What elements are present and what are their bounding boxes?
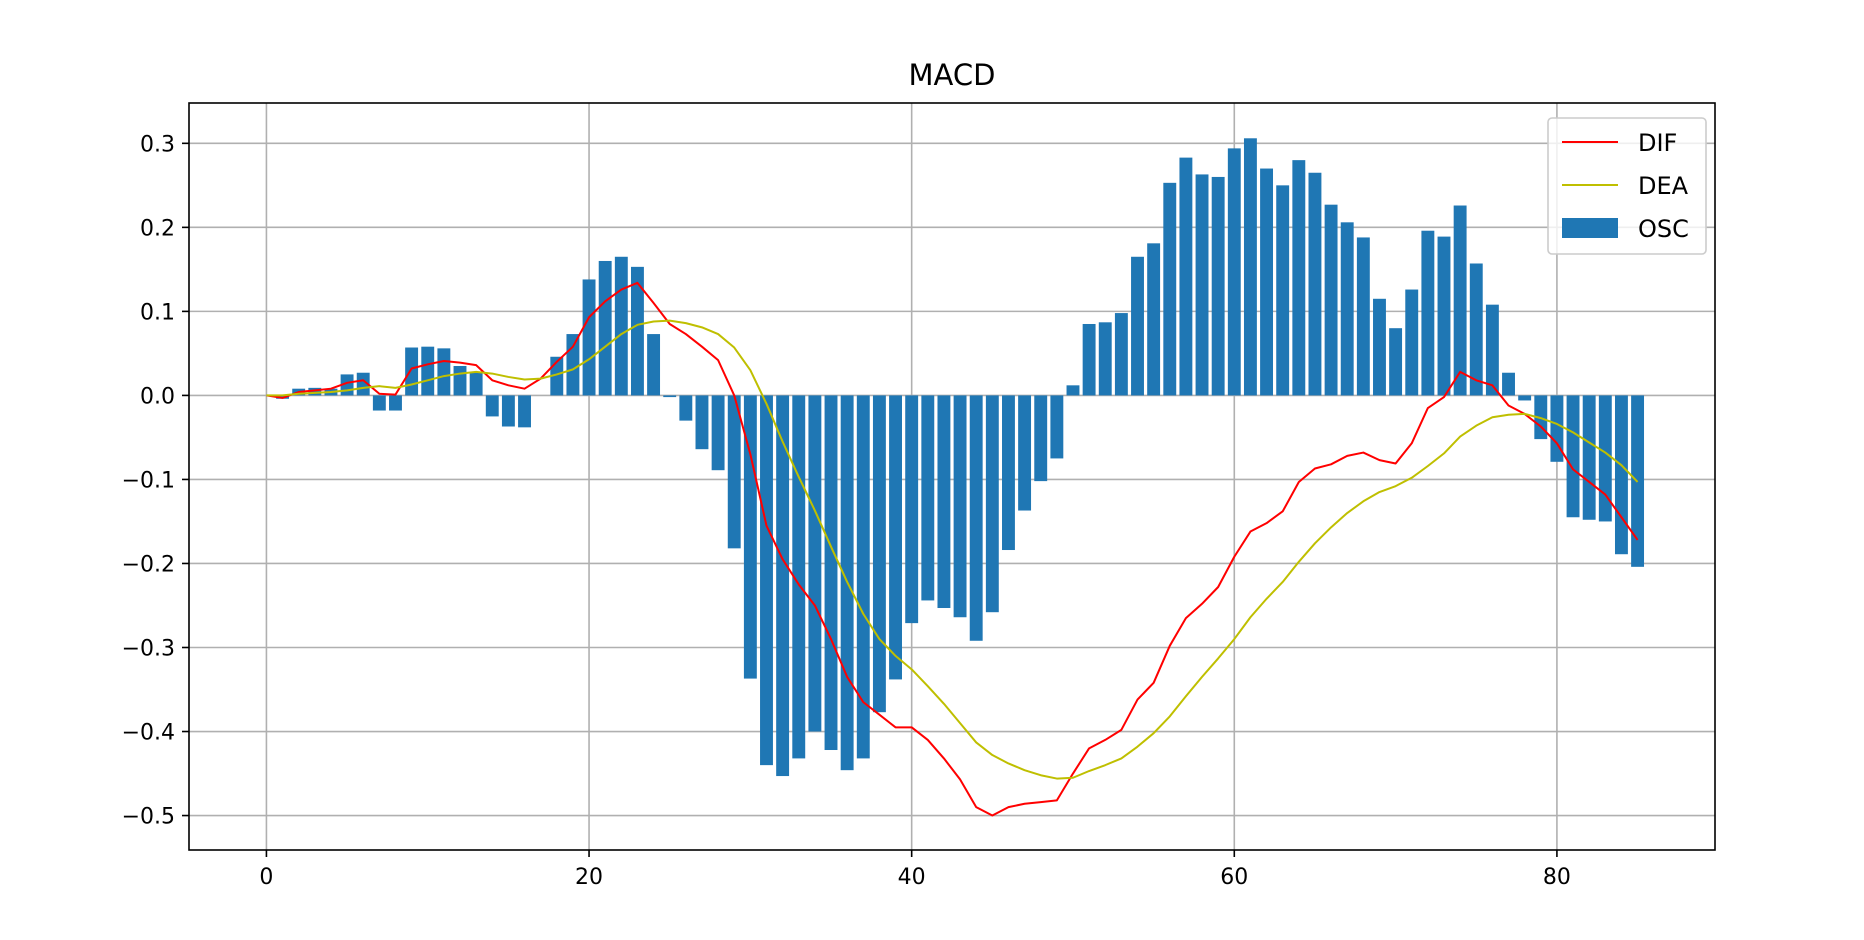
- osc-bar: [712, 395, 725, 470]
- osc-bar: [1276, 185, 1289, 395]
- osc-bar: [1567, 395, 1580, 517]
- y-tick-label: 0.3: [140, 132, 175, 157]
- osc-bar: [1615, 395, 1628, 554]
- osc-bar: [1067, 385, 1080, 395]
- osc-bar: [599, 261, 612, 395]
- osc-bar: [1034, 395, 1047, 481]
- x-tick-label: 60: [1220, 865, 1248, 890]
- osc-bar: [389, 395, 402, 410]
- y-tick-label: −0.2: [122, 552, 175, 577]
- osc-bar: [1325, 205, 1338, 396]
- osc-bar: [1308, 173, 1321, 396]
- osc-bar: [566, 334, 579, 395]
- y-tick-label: −0.5: [122, 805, 175, 830]
- osc-bar: [1389, 328, 1402, 395]
- osc-bar: [1373, 299, 1386, 396]
- osc-bar: [1179, 158, 1192, 396]
- osc-bar: [954, 395, 967, 617]
- legend: DIF DEA OSC: [1548, 118, 1706, 254]
- x-tick-label: 0: [259, 865, 273, 890]
- chart-title: MACD: [909, 58, 996, 92]
- osc-bar: [760, 395, 773, 765]
- osc-bar: [1196, 174, 1209, 395]
- osc-bar: [1099, 322, 1112, 395]
- osc-bar: [921, 395, 934, 600]
- y-tick-label: −0.3: [122, 636, 175, 661]
- osc-bar: [470, 372, 483, 396]
- osc-bar: [1405, 290, 1418, 396]
- osc-bar: [647, 334, 660, 395]
- y-tick-label: 0.0: [140, 384, 175, 409]
- osc-bar: [1518, 395, 1531, 400]
- y-tick-label: −0.1: [122, 468, 175, 493]
- osc-bar: [663, 395, 676, 397]
- legend-label-dif: DIF: [1638, 129, 1677, 157]
- osc-bar: [437, 348, 450, 395]
- osc-bar: [1018, 395, 1031, 510]
- osc-bar: [986, 395, 999, 612]
- osc-bar: [615, 257, 628, 396]
- osc-bar: [873, 395, 886, 712]
- legend-label-dea: DEA: [1638, 172, 1689, 200]
- osc-bar: [631, 267, 644, 396]
- legend-label-osc: OSC: [1638, 215, 1689, 243]
- osc-bar: [937, 395, 950, 608]
- osc-bar: [454, 366, 467, 395]
- osc-bar: [1147, 243, 1160, 395]
- osc-bar: [889, 395, 902, 679]
- osc-bar: [405, 348, 418, 396]
- legend-swatch-osc: [1562, 218, 1618, 238]
- osc-bar: [421, 347, 434, 396]
- osc-bar: [1002, 395, 1015, 550]
- osc-bar: [808, 395, 821, 731]
- osc-bar: [1083, 324, 1096, 395]
- osc-bar: [502, 395, 515, 426]
- osc-bar: [679, 395, 692, 420]
- osc-bar: [486, 395, 499, 416]
- osc-bar: [1131, 257, 1144, 396]
- x-tick-label: 80: [1543, 865, 1571, 890]
- osc-bar: [970, 395, 983, 640]
- osc-bar: [583, 279, 596, 395]
- osc-bar: [1470, 263, 1483, 395]
- x-tick-label: 40: [898, 865, 926, 890]
- osc-bar: [1050, 395, 1063, 458]
- osc-bar: [728, 395, 741, 548]
- osc-bar: [857, 395, 870, 758]
- osc-bar: [1260, 169, 1273, 396]
- osc-bar: [1292, 160, 1305, 395]
- osc-bar: [1583, 395, 1596, 519]
- osc-bar: [1212, 177, 1225, 395]
- osc-bar: [373, 395, 386, 410]
- osc-bar: [905, 395, 918, 623]
- osc-bar: [1244, 138, 1257, 395]
- osc-bar: [696, 395, 709, 449]
- osc-bar: [1421, 231, 1434, 396]
- osc-bar: [518, 395, 531, 427]
- x-tick-label: 20: [575, 865, 603, 890]
- y-tick-label: −0.4: [122, 721, 175, 746]
- osc-bar: [1438, 237, 1451, 396]
- osc-bar: [1341, 222, 1354, 395]
- osc-bar: [1115, 313, 1128, 395]
- osc-bar: [1502, 373, 1515, 396]
- osc-bar: [825, 395, 838, 750]
- osc-bar: [1163, 183, 1176, 396]
- y-tick-label: 0.1: [140, 300, 175, 325]
- osc-bar: [1228, 148, 1241, 395]
- osc-bar: [1454, 206, 1467, 396]
- osc-bar: [1357, 237, 1370, 395]
- osc-bar: [1486, 305, 1499, 396]
- y-tick-label: 0.2: [140, 216, 175, 241]
